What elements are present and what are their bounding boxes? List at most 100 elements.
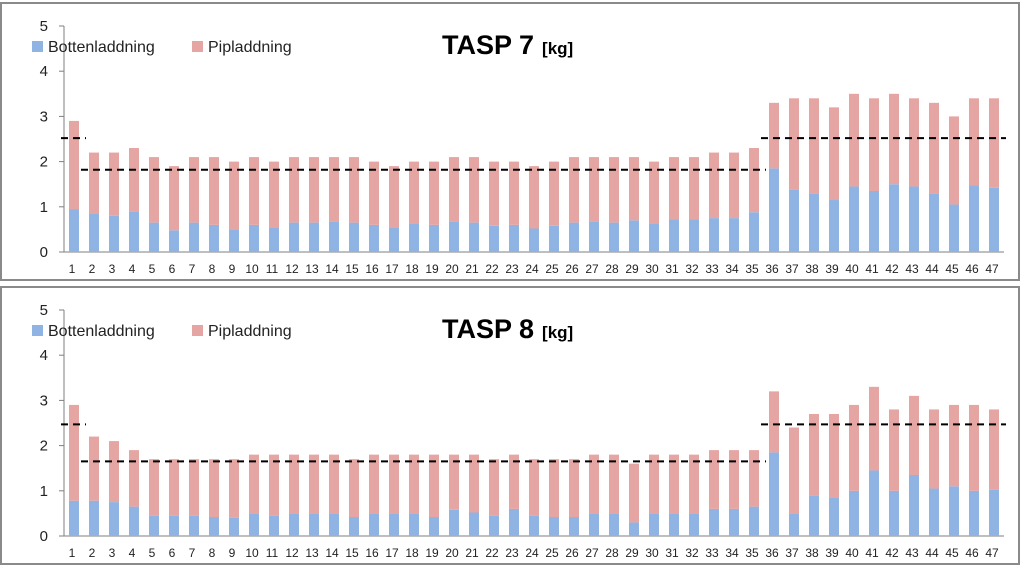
bar-pipladdning [449, 157, 459, 222]
bar-pipladdning [869, 386, 879, 471]
y-tick-label: 3 [40, 108, 48, 125]
bar-bottenladdning [409, 513, 419, 536]
x-tick-label: 5 [149, 546, 156, 560]
bar-pipladdning [889, 409, 899, 491]
chart-title: TASP 7 [kg] [442, 30, 573, 60]
x-tick-label: 19 [425, 262, 439, 276]
x-tick-label: 20 [445, 262, 459, 276]
bar-bottenladdning [849, 490, 859, 536]
bar-pipladdning [189, 459, 199, 516]
x-tick-label: 39 [825, 546, 839, 560]
bar-pipladdning [189, 157, 199, 223]
x-tick-label: 32 [685, 262, 699, 276]
x-tick-label: 18 [405, 546, 419, 560]
bar-bottenladdning [949, 204, 959, 252]
bar-pipladdning [469, 157, 479, 223]
bar-pipladdning [549, 161, 559, 226]
bar-bottenladdning [129, 506, 139, 536]
bar-pipladdning [829, 413, 839, 498]
chart-panel-tasp7: 0 1 2 3 4 5 1 2 3 4 5 6 7 8 9 10 11 12 13 14 15 16 17 18 19 20 21 2… [0, 2, 1020, 281]
bar-bottenladdning [589, 513, 599, 536]
bar-bottenladdning [489, 225, 499, 252]
x-tick-label: 25 [545, 546, 559, 560]
chart-panel-tasp8: 0 1 2 3 4 5 1 2 3 4 5 6 7 8 9 10 11 12 13 14 15 16 17 18 19 20 21 2… [0, 286, 1020, 565]
chart-title: TASP 8 [kg] [442, 314, 573, 344]
bar-pipladdning [529, 166, 539, 229]
bar-pipladdning [549, 459, 559, 518]
bar-pipladdning [229, 459, 239, 518]
x-tick-label: 45 [945, 546, 959, 560]
bar-pipladdning [749, 148, 759, 213]
bar-pipladdning [909, 98, 919, 187]
bar-bottenladdning [509, 508, 519, 536]
bar-bottenladdning [89, 213, 99, 252]
bar-bottenladdning [229, 517, 239, 536]
x-tick-label: 3 [109, 262, 116, 276]
bar-pipladdning [209, 459, 219, 518]
y-tick-label: 4 [40, 347, 48, 364]
bar-pipladdning [389, 454, 399, 514]
bar-pipladdning [469, 454, 479, 513]
bar-bottenladdning [989, 489, 999, 536]
x-tick-label: 41 [865, 262, 879, 276]
x-tick-label: 24 [525, 546, 539, 560]
bar-pipladdning [489, 459, 499, 516]
bar-bottenladdning [529, 515, 539, 536]
bar-pipladdning [649, 454, 659, 514]
bar-bottenladdning [689, 513, 699, 536]
bar-pipladdning [289, 454, 299, 514]
x-tick-label: 36 [765, 546, 779, 560]
x-tick-label: 27 [585, 546, 599, 560]
bar-pipladdning [429, 161, 439, 225]
x-tick-label: 1 [69, 262, 76, 276]
bar-bottenladdning [809, 495, 819, 536]
bar-bottenladdning [449, 221, 459, 252]
bar-pipladdning [629, 157, 639, 221]
bar-pipladdning [849, 404, 859, 491]
bar-pipladdning [689, 157, 699, 220]
bar-pipladdning [329, 157, 339, 222]
bar-bottenladdning [69, 209, 79, 252]
bar-pipladdning [369, 161, 379, 225]
legend-label: Bottenladdning [48, 39, 155, 56]
x-tick-label: 37 [785, 262, 799, 276]
x-tick-label: 11 [266, 262, 279, 276]
x-tick-label: 27 [585, 262, 599, 276]
bar-bottenladdning [309, 222, 319, 252]
bar-bottenladdning [129, 211, 139, 252]
x-tick-label: 11 [266, 546, 279, 560]
bar-bottenladdning [389, 513, 399, 536]
bar-pipladdning [249, 454, 259, 514]
bar-bottenladdning [689, 219, 699, 252]
x-tick-label: 43 [905, 262, 919, 276]
bar-pipladdning [949, 404, 959, 487]
x-tick-label: 5 [149, 262, 156, 276]
bar-bottenladdning [409, 223, 419, 252]
x-tick-label: 42 [885, 546, 899, 560]
bar-bottenladdning [669, 219, 679, 252]
bar-bottenladdning [489, 515, 499, 536]
bar-bottenladdning [649, 223, 659, 252]
x-tick-label: 40 [845, 262, 859, 276]
bar-bottenladdning [449, 509, 459, 536]
bar-pipladdning [729, 450, 739, 509]
bar-pipladdning [89, 152, 99, 214]
bar-bottenladdning [529, 228, 539, 252]
bar-pipladdning [289, 157, 299, 223]
x-tick-label: 29 [625, 262, 639, 276]
chart-title-unit: [kg] [542, 39, 573, 58]
x-tick-label: 34 [725, 262, 739, 276]
bar-bottenladdning [949, 486, 959, 536]
bar-bottenladdning [149, 515, 159, 536]
y-tick-label: 0 [40, 528, 48, 545]
x-tick-label: 46 [965, 546, 979, 560]
bar-bottenladdning [989, 187, 999, 252]
bar-bottenladdning [729, 218, 739, 252]
bar-pipladdning [609, 454, 619, 514]
x-tick-label: 8 [209, 262, 216, 276]
bar-pipladdning [809, 413, 819, 496]
bar-pipladdning [109, 152, 119, 216]
bar-bottenladdning [209, 224, 219, 252]
x-tick-label: 28 [605, 546, 619, 560]
